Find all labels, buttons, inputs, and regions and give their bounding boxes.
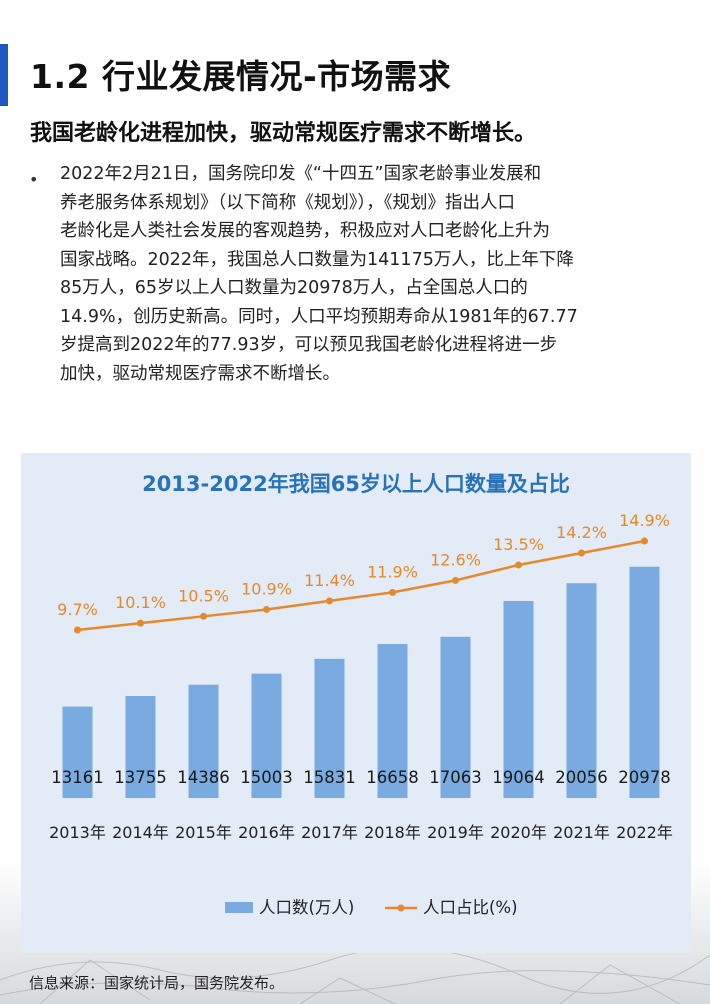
- pct-point-2020年: [515, 561, 522, 569]
- x-tick-label: 2017年: [301, 823, 358, 842]
- legend-bar-swatch: [225, 902, 253, 913]
- population-chart: 2013-2022年我国65岁以上人口数量及占比 9.7% 10.1% 10.5% 1…: [49, 472, 673, 917]
- x-tick-label: 2015年: [175, 823, 232, 842]
- body-paragraph: 2022年2月21日，国务院印发《“十四五”国家老龄事业发展和 养老服务体系规划…: [60, 160, 700, 420]
- bar-value-label: 16658: [366, 768, 419, 787]
- pct-data-label: 14.9%: [619, 511, 670, 530]
- pct-series-line: [77, 539, 645, 632]
- section-subtitle: 我国老龄化进程加快，驱动常规医疗需求不断增长。: [30, 121, 537, 146]
- x-tick-label: 2014年: [112, 823, 169, 842]
- paragraph-line: 国家战略。2022年，我国总人口数量为141175万人，比上年下降: [60, 249, 574, 270]
- bar-2016年: [251, 673, 282, 798]
- pct-point-2013年: [74, 626, 81, 634]
- x-tick-label: 2022年: [616, 823, 673, 842]
- pct-point-2018年: [389, 588, 396, 596]
- paragraph-line: 2022年2月21日，国务院印发《“十四五”国家老龄事业发展和: [60, 164, 542, 184]
- pct-data-label: 11.4%: [304, 571, 355, 590]
- bar-value-label: 14386: [177, 768, 230, 787]
- pct-data-label: 14.2%: [556, 523, 607, 542]
- paragraph-line: 岁提高到2022年的77.93岁，可以预见我国老龄化进程将进一步: [60, 335, 558, 355]
- pct-point-2021年: [578, 549, 585, 557]
- bar-2014年: [125, 695, 156, 798]
- bar-2019年: [440, 636, 471, 798]
- bar-2021年: [566, 583, 597, 798]
- pct-point-2017年: [326, 597, 333, 605]
- bar-2018年: [377, 644, 408, 798]
- legend-line-label: 人口占比(%): [423, 898, 518, 917]
- bar-2017年: [314, 658, 345, 798]
- section-title: 1.2 行业发展情况-市场需求: [30, 57, 452, 96]
- pct-point-2022年: [641, 537, 648, 545]
- paragraph-line: 14.9%，创历史新高。同时，人口平均预期寿命从1981年的67.77: [60, 306, 578, 327]
- pct-point-2016年: [263, 605, 270, 613]
- legend-bar-label: 人口数(万人): [259, 898, 354, 917]
- bar-value-label: 15831: [303, 768, 356, 787]
- pct-point-2019年: [452, 576, 459, 584]
- bar-2022年: [629, 566, 660, 798]
- bar-value-label: 17063: [429, 768, 482, 787]
- pct-point-2015年: [200, 612, 207, 620]
- x-tick-label: 2020年: [490, 823, 547, 842]
- bar-2020年: [503, 600, 534, 798]
- bar-2015年: [188, 684, 219, 798]
- x-tick-label: 2016年: [238, 823, 295, 842]
- bullet-dot: •: [29, 170, 39, 189]
- x-tick-label: 2018年: [364, 823, 421, 842]
- section-accent-bar: [0, 44, 8, 106]
- chart-panel: 2013-2022年我国65岁以上人口数量及占比 9.7% 10.1% 10.5% 1…: [21, 453, 691, 953]
- paragraph-line: 养老服务体系规划》（以下简称《规划》），《规划》指出人口: [60, 192, 515, 213]
- pct-data-label: 13.5%: [493, 535, 544, 554]
- x-tick-label: 2019年: [427, 823, 484, 842]
- pct-data-label: 9.7%: [57, 600, 98, 619]
- pct-data-label: 11.9%: [367, 562, 418, 581]
- paragraph-line: 85万人，65岁以上人口数量为20978万人，占全国总人口的: [60, 278, 528, 298]
- x-tick-label: 2013年: [49, 823, 106, 842]
- bar-value-label: 19064: [492, 768, 545, 787]
- bar-2013年: [62, 706, 93, 798]
- bar-value-label: 20978: [618, 768, 671, 787]
- pct-data-label: 10.9%: [241, 579, 292, 598]
- pct-data-label: 12.6%: [430, 550, 481, 569]
- bar-value-label: 13161: [51, 768, 104, 787]
- pct-point-2014年: [137, 619, 144, 627]
- paragraph-line: 加快，驱动常规医疗需求不断增长。: [60, 363, 340, 384]
- chart-title: 2013-2022年我国65岁以上人口数量及占比: [142, 472, 570, 496]
- bar-value-label: 13755: [114, 768, 167, 787]
- paragraph-line: 老龄化是人类社会发展的客观趋势，积极应对人口老龄化上升为: [60, 221, 550, 241]
- pct-data-label: 10.1%: [115, 593, 166, 612]
- x-tick-label: 2021年: [553, 823, 610, 842]
- legend-line-marker: [397, 904, 405, 912]
- pct-data-label: 10.5%: [178, 586, 229, 605]
- bar-value-label: 15003: [240, 768, 293, 787]
- source-note: 信息来源：国家统计局，国务院发布。: [29, 974, 285, 992]
- bar-value-label: 20056: [555, 768, 608, 787]
